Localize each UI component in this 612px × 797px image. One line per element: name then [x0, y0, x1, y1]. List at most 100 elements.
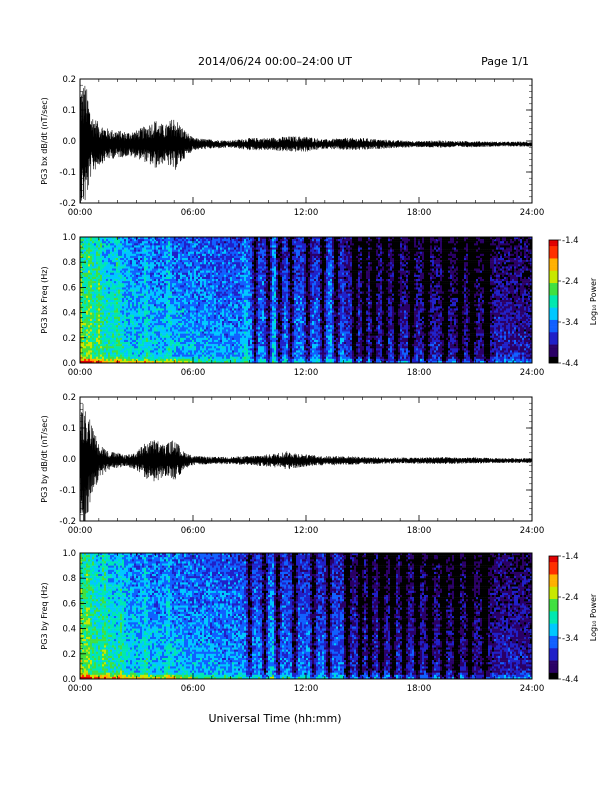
spectrogram-cell — [236, 300, 238, 302]
spectrogram-cell — [108, 340, 110, 342]
spectrogram-cell — [152, 269, 154, 271]
spectrogram-cell — [228, 277, 230, 279]
spectrogram-cell — [202, 252, 204, 254]
spectrogram-cell — [86, 239, 88, 241]
spectrogram-cell — [176, 287, 178, 289]
spectrogram-cell — [164, 325, 166, 327]
spectrogram-cell — [186, 264, 188, 266]
spectrogram-cell — [238, 258, 240, 260]
spectrogram-cell — [228, 319, 230, 321]
spectrogram-cell — [130, 294, 132, 296]
spectrogram-cell — [140, 357, 142, 359]
spectrogram-cell — [220, 254, 222, 256]
spectrogram-cell — [90, 258, 92, 260]
spectrogram-cell — [242, 239, 244, 241]
spectrogram-cell — [220, 260, 222, 262]
spectrogram-cell — [214, 344, 216, 346]
spectrogram-cell — [214, 241, 216, 243]
spectrogram-cell — [112, 243, 114, 245]
spectrogram-cell — [130, 283, 132, 285]
spectrogram-cell — [174, 260, 176, 262]
spectrogram-cell — [88, 300, 90, 302]
spectrogram-cell — [232, 306, 234, 308]
spectrogram-cell — [150, 250, 152, 252]
spectrogram-cell — [124, 346, 126, 348]
spectrogram-cell — [162, 355, 164, 357]
spectrogram-cell — [210, 241, 212, 243]
spectrogram-cell — [136, 338, 138, 340]
spectrogram-cell — [206, 325, 208, 327]
spectrogram-cell — [160, 308, 162, 310]
spectrogram-cell — [202, 304, 204, 306]
spectrogram-cell — [204, 254, 206, 256]
spectrogram-cell — [84, 266, 86, 268]
spectrogram-cell — [190, 302, 192, 304]
spectrogram-cell — [158, 329, 160, 331]
spectrogram-cell — [192, 342, 194, 344]
spectrogram-cell — [150, 311, 152, 313]
spectrogram-cell — [114, 340, 116, 342]
spectrogram-cell — [188, 294, 190, 296]
spectrogram-cell — [136, 241, 138, 243]
spectrogram-cell — [126, 283, 128, 285]
spectrogram-cell — [112, 252, 114, 254]
spectrogram-cell — [144, 245, 146, 247]
spectrogram-cell — [160, 304, 162, 306]
spectrogram-cell — [194, 355, 196, 357]
spectrogram-cell — [234, 357, 236, 359]
spectrogram-cell — [172, 285, 174, 287]
spectrogram-cell — [156, 264, 158, 266]
spectrogram-cell — [108, 254, 110, 256]
spectrogram-cell — [214, 275, 216, 277]
spectrogram-cell — [224, 252, 226, 254]
spectrogram-cell — [176, 350, 178, 352]
spectrogram-cell — [86, 344, 88, 346]
spectrogram-cell — [228, 256, 230, 258]
spectrogram-cell — [168, 264, 170, 266]
spectrogram-cell — [188, 248, 190, 250]
spectrogram-cell — [234, 279, 236, 281]
spectrogram-cell — [232, 248, 234, 250]
spectrogram-cell — [200, 258, 202, 260]
spectrogram-cell — [130, 355, 132, 357]
spectrogram-cell — [92, 329, 94, 331]
spectrogram-cell — [96, 266, 98, 268]
spectrogram-cell — [84, 325, 86, 327]
spectrogram-cell — [166, 340, 168, 342]
spectrogram-cell — [96, 279, 98, 281]
spectrogram-cell — [82, 273, 84, 275]
spectrogram-cell — [102, 315, 104, 317]
spectrogram-cell — [214, 353, 216, 355]
spectrogram-cell — [170, 287, 172, 289]
spectrogram-cell — [144, 317, 146, 319]
spectrogram-cell — [160, 264, 162, 266]
spectrogram-cell — [138, 290, 140, 292]
spectrogram-cell — [146, 290, 148, 292]
spectrogram-cell — [140, 340, 142, 342]
spectrogram-cell — [108, 332, 110, 334]
spectrogram-cell — [164, 239, 166, 241]
spectrogram-cell — [166, 252, 168, 254]
spectrogram-cell — [180, 292, 182, 294]
spectrogram-cell — [106, 285, 108, 287]
spectrogram-cell — [198, 254, 200, 256]
spectrogram-cell — [232, 256, 234, 258]
spectrogram-cell — [106, 332, 108, 334]
spectrogram-cell — [238, 344, 240, 346]
spectrogram-cell — [220, 329, 222, 331]
spectrogram-cell — [148, 338, 150, 340]
spectrogram-cell — [238, 239, 240, 241]
spectrogram-cell — [200, 275, 202, 277]
spectrogram-cell — [208, 296, 210, 298]
spectrogram-cell — [86, 250, 88, 252]
spectrogram-cell — [112, 334, 114, 336]
spectrogram-cell — [170, 336, 172, 338]
spectrogram-cell — [98, 279, 100, 281]
spectrogram-cell — [198, 290, 200, 292]
spectrogram-cell — [108, 281, 110, 283]
spectrogram-cell — [116, 304, 118, 306]
spectrogram-cell — [236, 344, 238, 346]
spectrogram-cell — [202, 269, 204, 271]
spectrogram-cell — [114, 308, 116, 310]
spectrogram-cell — [128, 239, 130, 241]
